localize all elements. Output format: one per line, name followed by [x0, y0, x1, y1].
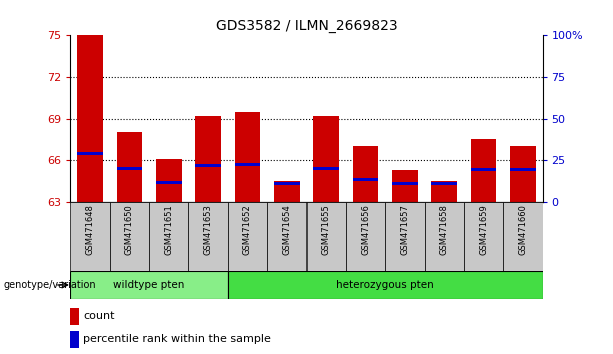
Bar: [228, 202, 267, 271]
Text: GSM471658: GSM471658: [440, 204, 449, 255]
Bar: [432, 182, 457, 185]
Text: genotype/variation: genotype/variation: [3, 280, 96, 290]
Bar: [432, 181, 457, 202]
Bar: [149, 202, 189, 271]
Bar: [274, 182, 300, 185]
Bar: [510, 146, 536, 202]
Text: count: count: [83, 312, 115, 321]
Bar: [70, 331, 79, 348]
Bar: [116, 167, 142, 170]
Text: GSM471657: GSM471657: [400, 204, 409, 255]
Bar: [313, 167, 339, 170]
Text: GSM471654: GSM471654: [283, 204, 291, 255]
Bar: [235, 164, 261, 166]
Bar: [352, 178, 378, 181]
Bar: [471, 139, 497, 202]
Bar: [471, 168, 497, 171]
Bar: [77, 152, 103, 155]
Bar: [464, 202, 503, 271]
Bar: [70, 308, 79, 325]
Text: GSM471656: GSM471656: [361, 204, 370, 255]
Text: percentile rank within the sample: percentile rank within the sample: [83, 335, 271, 344]
Bar: [77, 35, 103, 202]
Text: GSM471659: GSM471659: [479, 204, 488, 255]
Title: GDS3582 / ILMN_2669823: GDS3582 / ILMN_2669823: [216, 19, 397, 33]
Bar: [70, 271, 228, 299]
Bar: [189, 202, 228, 271]
Bar: [267, 202, 306, 271]
Bar: [392, 170, 417, 202]
Bar: [196, 116, 221, 202]
Text: GSM471648: GSM471648: [86, 204, 94, 255]
Bar: [228, 271, 543, 299]
Bar: [346, 202, 385, 271]
Bar: [70, 202, 110, 271]
Bar: [116, 132, 142, 202]
Bar: [392, 182, 417, 185]
Bar: [503, 202, 543, 271]
Text: GSM471650: GSM471650: [125, 204, 134, 255]
Bar: [156, 159, 181, 202]
Text: GSM471653: GSM471653: [204, 204, 213, 255]
Bar: [424, 202, 464, 271]
Bar: [110, 202, 149, 271]
Bar: [352, 146, 378, 202]
Bar: [313, 116, 339, 202]
Text: GSM471655: GSM471655: [322, 204, 330, 255]
Bar: [385, 202, 424, 271]
Text: GSM471652: GSM471652: [243, 204, 252, 255]
Bar: [274, 181, 300, 202]
Bar: [156, 181, 181, 184]
Text: heterozygous pten: heterozygous pten: [337, 280, 434, 290]
Text: GSM471651: GSM471651: [164, 204, 173, 255]
Bar: [306, 202, 346, 271]
Bar: [510, 168, 536, 171]
Bar: [196, 164, 221, 167]
Text: GSM471660: GSM471660: [519, 204, 527, 255]
Bar: [235, 112, 261, 202]
Text: wildtype pten: wildtype pten: [113, 280, 185, 290]
